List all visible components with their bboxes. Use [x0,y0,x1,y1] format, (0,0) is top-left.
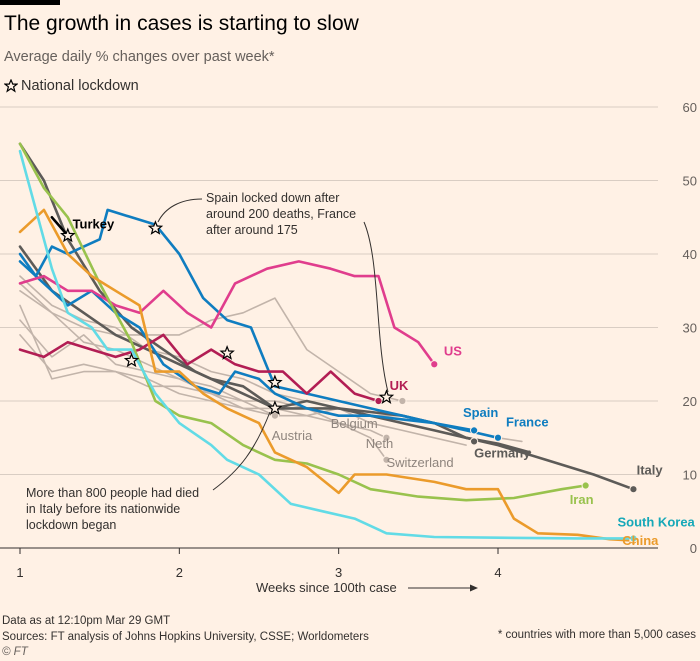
annotation-connector [157,198,203,223]
endpoint-dot-spain [470,426,479,435]
lockdown-star-icon [147,220,164,235]
lockdown-star-icon [123,352,140,368]
lockdown-star-icon [378,389,395,404]
chart-subtitle: Average daily % changes over past week* [4,49,275,65]
series-label-uk: UK [390,378,409,393]
lockdown-star-icon [267,374,283,390]
series-line-austria [19,319,276,417]
endpoint-dot-iran [581,481,590,490]
series-label-austria: Austria [272,428,313,443]
annotation-connector [363,221,389,393]
x-axis-arrowhead [470,584,478,592]
y-tick-label: 10 [683,468,697,483]
series-label-neth: Neth [366,436,393,451]
lockdown-legend: National lockdown [4,78,139,94]
series-label-south-korea: South Korea [618,515,696,530]
annotation-connector [212,411,271,491]
series-line-turkey [50,216,70,237]
endpoint-dot-germany [470,437,479,446]
series-line-switzerland [19,282,388,461]
endpoint-dot-neth [382,433,391,442]
series-line-france [18,208,500,440]
y-tick-label: 20 [683,394,697,409]
lockdown-star-icon [219,345,235,360]
series-label-germany: Germany [474,446,531,461]
series-line-italy [18,142,635,491]
endpoint-dot-uk [374,396,383,406]
series-line-us [18,260,436,366]
y-tick-label: 40 [683,247,697,262]
series-label-switzerland: Switzerland [386,455,453,470]
series-label-italy: Italy [637,463,664,478]
data-timestamp: Data as at 12:10pm Mar 29 GMT [2,615,171,627]
x-tick-label: 4 [494,565,501,580]
series-line-china [18,208,635,542]
series-line-other [19,304,467,446]
series-line-uk [18,333,380,403]
lockdown-star-icon [60,227,76,243]
endpoint-dot-belgium [398,396,407,406]
endpoint-dot-switzerland [382,455,391,464]
series-line-belgium [19,289,404,402]
series-line-spain [18,260,476,432]
series-label-spain: Spain [463,405,498,420]
brand-bar [0,0,60,5]
series-label-belgium: Belgium [331,416,378,431]
x-axis-label: Weeks since 100th case [256,580,397,595]
chart-title: The growth in cases is starting to slow [4,12,359,35]
y-tick-label: 50 [683,174,697,189]
y-tick-label: 60 [683,100,697,115]
star-icon [4,79,18,93]
series-line-iran [18,142,587,502]
annotation-spain-france: Spain locked down after around 200 deaths… [206,191,356,237]
series-line-south-korea [18,149,635,540]
series-label-iran: Iran [570,492,594,507]
endpoint-dot-south-korea [629,534,638,543]
x-tick-label: 3 [335,565,342,580]
series-label-turkey: Turkey [73,216,115,231]
series-label-china: China [622,533,659,548]
series-label-us: US [444,343,462,358]
sources: Sources: FT analysis of Johns Hopkins Un… [2,631,369,643]
x-tick-label: 1 [16,565,23,580]
lockdown-star-icon [267,400,283,415]
series-label-france: France [506,415,549,430]
endpoint-dot-france [493,433,503,442]
endpoint-dot-austria [270,411,280,420]
annotation-italy: More than 800 people had died in Italy be… [26,486,199,532]
lockdown-legend-label: National lockdown [21,78,139,94]
footnote: * countries with more than 5,000 cases [497,629,696,641]
copyright: © FT [2,646,28,658]
y-tick-label: 30 [683,321,697,336]
y-tick-label: 0 [690,541,697,556]
endpoint-dot-us [430,360,439,369]
endpoint-dot-italy [629,485,638,494]
x-tick-label: 2 [176,565,183,580]
